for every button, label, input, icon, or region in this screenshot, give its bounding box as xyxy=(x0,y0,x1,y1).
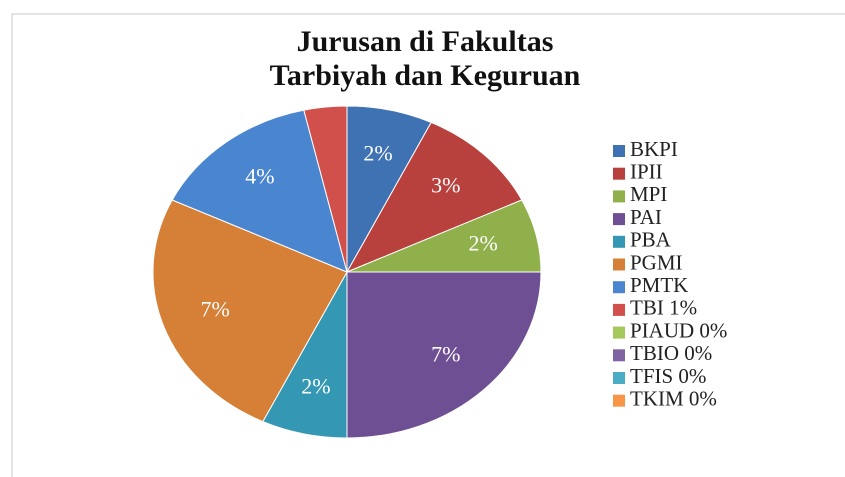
legend-label: PMTK xyxy=(630,273,688,297)
data-label: 2% xyxy=(301,374,330,399)
chart-title: Tarbiyah dan Keguruan xyxy=(270,59,581,92)
data-label: 7% xyxy=(200,297,229,322)
legend-swatch xyxy=(613,213,625,226)
legend-swatch xyxy=(613,372,625,384)
data-label: 2% xyxy=(363,141,392,166)
legend-label: BKPI xyxy=(630,137,678,161)
legend-label: TKIM 0% xyxy=(630,387,717,411)
legend-swatch xyxy=(613,303,625,316)
legend-label: MPI xyxy=(630,182,667,206)
chart-border xyxy=(11,13,845,477)
data-label: 4% xyxy=(245,164,274,189)
legend-swatch xyxy=(613,167,625,180)
legend-swatch xyxy=(613,281,625,294)
data-label: 7% xyxy=(431,342,460,367)
pie-slice xyxy=(171,109,348,273)
legend-label: PGMI xyxy=(630,250,683,274)
legend-label: PIAUD 0% xyxy=(630,318,727,342)
legend-swatch xyxy=(613,258,625,271)
data-label: 2% xyxy=(469,230,498,255)
legend-swatch xyxy=(613,235,625,248)
legend-label: TBIO 0% xyxy=(630,341,712,365)
legend-label: TBI 1% xyxy=(630,296,697,320)
legend-swatch xyxy=(613,145,625,157)
pie-slice xyxy=(346,271,542,439)
legend-label: PBA xyxy=(630,228,672,252)
data-label: 3% xyxy=(431,173,460,198)
legend-swatch xyxy=(613,190,625,203)
pie-slice xyxy=(152,199,348,423)
legend-label: PAI xyxy=(630,205,662,229)
legend-label: TFIS 0% xyxy=(630,364,706,388)
legend-swatch xyxy=(613,394,625,407)
legend-swatch xyxy=(613,326,625,339)
chart-title: Jurusan di Fakultas xyxy=(297,25,554,58)
legend-swatch xyxy=(613,349,625,362)
legend-label: IPII xyxy=(630,160,663,184)
pie-slice xyxy=(345,121,523,274)
